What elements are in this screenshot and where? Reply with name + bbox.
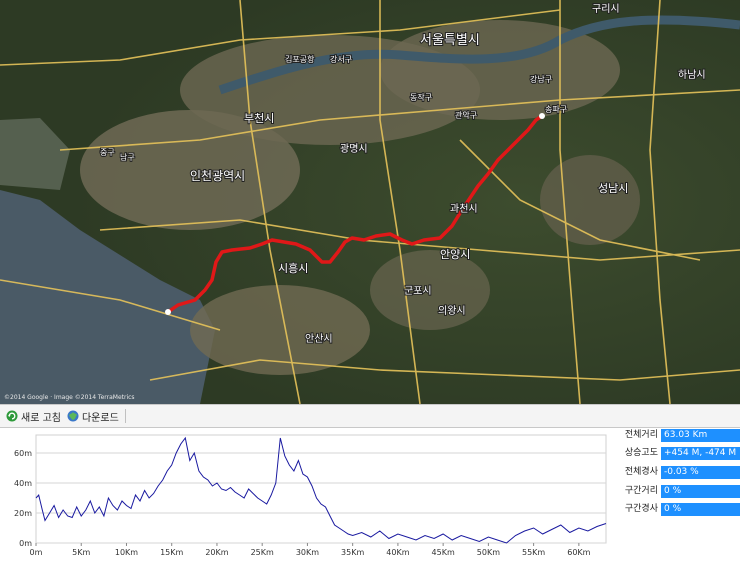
x-tick-label: 60Km — [567, 548, 590, 557]
stat-label: 구간경사 — [624, 504, 658, 514]
x-tick-label: 40Km — [386, 548, 409, 557]
stat-segment-distance: 구간거리 0 % — [612, 485, 740, 498]
stat-segment-grade: 구간경사 0 % — [612, 503, 740, 516]
stat-value: -0.03 % — [661, 466, 740, 479]
refresh-button[interactable]: 새로 고침 — [6, 409, 61, 424]
toolbar-separator — [124, 409, 126, 423]
x-tick-label: 50Km — [477, 548, 500, 557]
stat-label: 전체거리 — [624, 430, 658, 440]
x-tick-label: 15Km — [160, 548, 183, 557]
stat-total-grade: 전체경사 -0.03 % — [612, 466, 740, 479]
x-tick-label: 0m — [30, 548, 43, 557]
x-tick-label: 30Km — [296, 548, 319, 557]
x-tick-label: 35Km — [341, 548, 364, 557]
stat-total-distance: 전체거리 63.03 Km — [612, 429, 740, 442]
route-start-marker[interactable] — [165, 309, 171, 315]
incheon-urban — [80, 110, 300, 230]
map-label: 과천시 — [450, 203, 478, 215]
route-track — [166, 114, 543, 314]
route-stats-panel: 전체거리 63.03 Km 상승고도 +454 M, -474 M 전체경사 -… — [612, 427, 740, 571]
elevation-chart-svg[interactable]: 0m 20m 40m 60m 0m 5Km 10Km 15Km 20Km 25Km 30Km 35Km… — [0, 427, 612, 571]
map-label: 의왕시 — [438, 305, 466, 317]
map-label: 안양시 — [440, 248, 470, 261]
x-tick-label: 55Km — [522, 548, 545, 557]
han-river — [218, 15, 740, 95]
map-label: 구리시 — [592, 3, 620, 15]
map-label: 강서구 — [330, 54, 352, 64]
stat-value: 0 % — [661, 503, 740, 516]
y-tick-label: 20m — [14, 509, 32, 518]
x-tick-label: 10Km — [115, 548, 138, 557]
refresh-label: 새로 고침 — [21, 412, 61, 424]
sea-area — [0, 190, 215, 404]
ansan-urban — [190, 285, 370, 375]
map-label: 강남구 — [530, 74, 552, 84]
stat-value: +454 M, -474 M — [661, 447, 740, 460]
x-tick-label: 45Km — [432, 548, 455, 557]
map-label: 시흥시 — [278, 261, 308, 275]
seongnam-urban — [540, 155, 640, 245]
y-tick-label: 40m — [14, 479, 32, 488]
refresh-icon — [6, 410, 18, 422]
plot-area — [35, 434, 607, 544]
gunpo-urban — [370, 250, 490, 330]
elevation-line — [35, 436, 607, 544]
map-label: 중구 — [100, 148, 115, 157]
map-label: 부천시 — [244, 111, 274, 125]
y-tick-label: 0m — [19, 539, 32, 548]
map-label: 남구 — [120, 153, 135, 162]
map-label: 하남시 — [678, 68, 706, 81]
download-label: 다운로드 — [81, 412, 119, 424]
map-label: 송파구 — [545, 105, 567, 114]
map-label: 서울특별시 — [420, 33, 480, 48]
toolbar: 새로 고침 다운로드 — [0, 404, 740, 428]
y-tick-label: 60m — [14, 449, 32, 458]
x-tick-label: 20Km — [205, 548, 228, 557]
elevation-profile-chart[interactable]: 0m 20m 40m 60m 0m 5Km 10Km 15Km 20Km 25Km 30Km 35Km… — [0, 427, 612, 571]
map-label: 인천광역시 — [190, 168, 245, 183]
stat-label: 상승고도 — [624, 448, 658, 458]
stat-label: 구간거리 — [624, 486, 658, 496]
download-button[interactable]: 다운로드 — [67, 409, 119, 424]
map-label: 성남시 — [598, 182, 628, 195]
map-label: 안산시 — [305, 333, 333, 345]
map-label: 군포시 — [404, 285, 432, 297]
map-label: 광명시 — [340, 143, 368, 155]
x-tick-label: 5Km — [72, 548, 90, 557]
coastal-area — [0, 118, 70, 190]
map-label: 김포공항 — [285, 54, 315, 64]
stat-label: 전체경사 — [624, 467, 658, 477]
stat-value: 63.03 Km — [661, 429, 740, 442]
map-label: 동작구 — [410, 92, 432, 102]
stat-elevation-gain: 상승고도 +454 M, -474 M — [612, 447, 740, 460]
map-label: 관악구 — [455, 110, 477, 120]
globe-icon — [67, 410, 79, 422]
x-tick-label: 25Km — [251, 548, 274, 557]
map-copyright: ©2014 Google · Image ©2014 TerraMetrics — [4, 394, 135, 401]
stat-value: 0 % — [661, 485, 740, 498]
route-end-marker[interactable] — [539, 113, 545, 119]
